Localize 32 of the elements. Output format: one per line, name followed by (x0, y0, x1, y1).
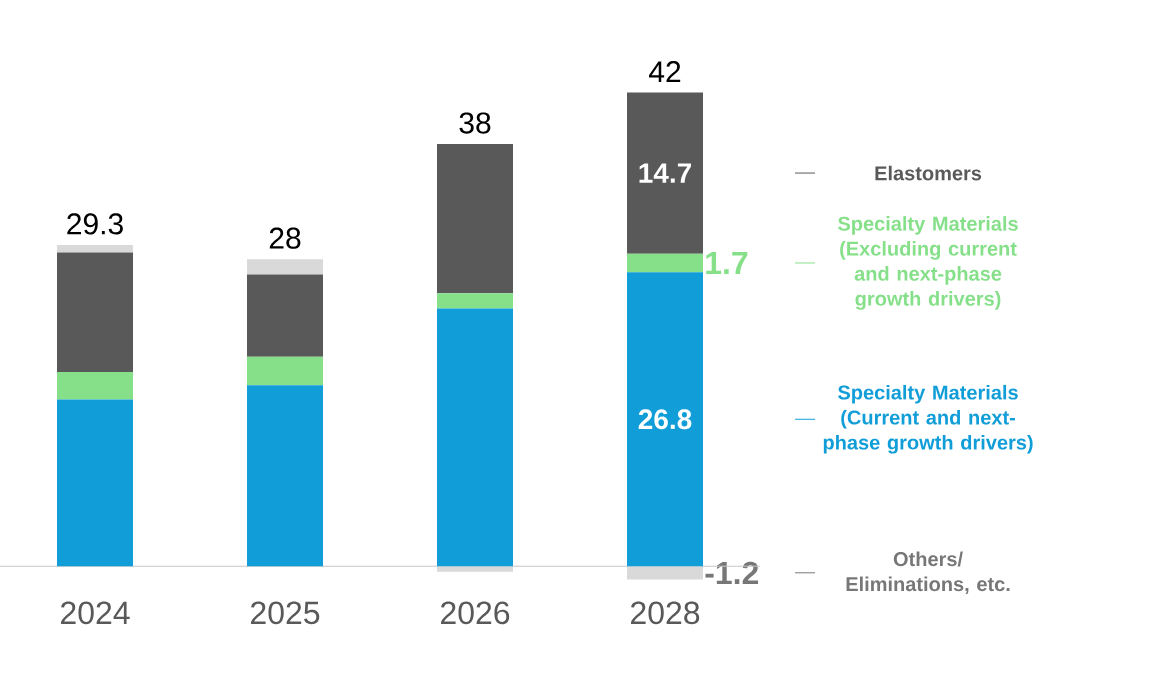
bar (627, 566, 704, 580)
total-label: 42 (649, 61, 681, 83)
legend-label: Specialty Materials (Excluding current and next-phase growth drivers) (838, 216, 1018, 310)
total-label: 29.3 (67, 213, 123, 235)
x-tick-label: 2024 (61, 601, 130, 625)
text: Others/ Eliminations, etc. (846, 551, 1010, 595)
bar (627, 253, 704, 273)
bar (247, 274, 324, 357)
bar (627, 92, 704, 254)
bar (437, 566, 514, 572)
bar (57, 252, 134, 373)
bar (627, 272, 704, 567)
data-label: 1.7 (706, 251, 748, 274)
data-label: -1.2 (705, 561, 759, 584)
bar (437, 308, 514, 567)
data-label: 26.8 (638, 409, 692, 430)
bar (437, 143, 514, 294)
bar (437, 293, 514, 309)
bar (57, 372, 134, 400)
x-tick-label: 2028 (631, 601, 700, 625)
bar (57, 399, 134, 567)
bar (247, 385, 324, 567)
text: Elastomers (875, 165, 982, 181)
x-tick-label: 2026 (441, 601, 510, 625)
bar (247, 356, 324, 386)
bar (57, 244, 134, 253)
total-label: 38 (459, 112, 491, 134)
total-label: 28 (269, 227, 301, 249)
x-tick-label: 2025 (251, 601, 320, 625)
bar (247, 259, 324, 275)
data-label: 14.7 (639, 163, 692, 183)
text: Specialty Materials (Current and next-phase growth drivers) (823, 384, 1033, 454)
